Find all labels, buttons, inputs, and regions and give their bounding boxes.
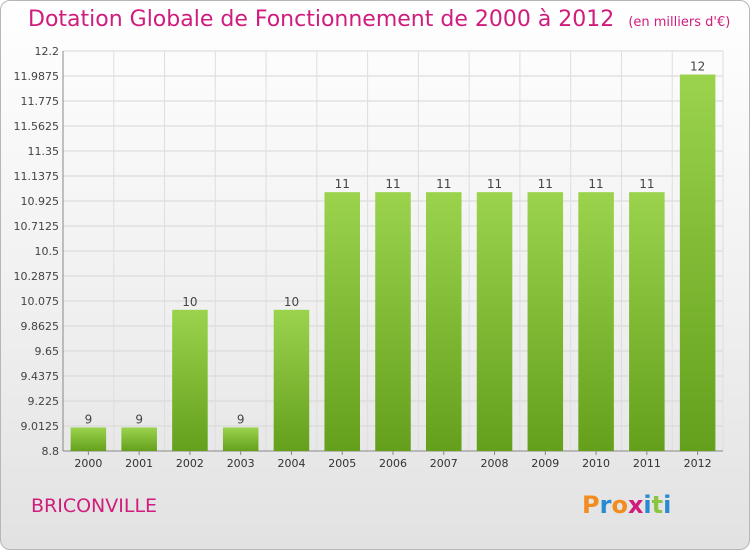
data-label: 11	[385, 177, 400, 191]
data-label: 11	[588, 177, 603, 191]
data-label: 12	[690, 60, 705, 74]
y-tick-label: 10.5	[35, 245, 60, 258]
place-name: BRICONVILLE	[31, 495, 158, 517]
logo-letter: x	[627, 491, 644, 519]
x-tick-label: 2002	[176, 457, 204, 470]
data-label: 11	[487, 177, 502, 191]
bar	[629, 192, 665, 452]
chart-title-text: Dotation Globale de Fonctionnement de 20…	[28, 7, 615, 32]
x-tick-label: 2008	[481, 457, 509, 470]
y-tick-label: 10.2875	[14, 270, 60, 283]
x-tick-label: 2010	[582, 457, 610, 470]
bar	[121, 427, 157, 451]
proxiti-logo: Proxiti	[582, 491, 671, 519]
y-tick-label: 9.65	[35, 345, 60, 358]
data-label: 10	[284, 295, 299, 309]
y-tick-label: 10.925	[21, 195, 60, 208]
y-tick-label: 9.4375	[21, 370, 60, 383]
chart-unit: (en milliers d'€)	[628, 15, 731, 30]
chart-title: Dotation Globale de Fonctionnement de 20…	[28, 7, 730, 32]
x-tick-label: 2000	[74, 457, 102, 470]
bar	[222, 427, 259, 451]
data-label: 11	[639, 177, 654, 191]
x-tick-label: 2009	[531, 457, 559, 470]
y-tick-label: 12.2	[35, 45, 60, 58]
data-label: 11	[335, 177, 350, 191]
y-tick-label: 9.8625	[21, 320, 60, 333]
y-tick-label: 10.075	[21, 295, 60, 308]
y-tick-label: 11.775	[21, 95, 60, 108]
data-label: 11	[436, 177, 451, 191]
x-tick-label: 2012	[684, 457, 712, 470]
bar	[426, 192, 462, 452]
y-tick-label: 9.0125	[21, 420, 60, 433]
bar	[375, 192, 411, 452]
bar	[70, 427, 107, 451]
y-tick-label: 10.7125	[14, 220, 60, 233]
bar	[273, 309, 310, 451]
logo-letter: i	[663, 491, 672, 519]
bar	[172, 309, 208, 451]
x-tick-label: 2007	[430, 457, 458, 470]
x-tick-label: 2011	[633, 457, 661, 470]
y-tick-label: 11.35	[28, 145, 60, 158]
x-tick-label: 2001	[125, 457, 153, 470]
x-tick-label: 2006	[379, 457, 407, 470]
logo-letter: t	[651, 491, 664, 519]
logo-letter: o	[611, 491, 628, 519]
logo-letter: i	[643, 491, 652, 519]
data-label: 9	[135, 412, 143, 426]
data-label: 11	[538, 177, 553, 191]
y-tick-label: 11.9875	[14, 70, 60, 83]
bar	[324, 192, 360, 452]
y-tick-label: 11.5625	[14, 120, 60, 133]
x-tick-label: 2005	[328, 457, 356, 470]
bar	[476, 192, 513, 452]
data-label: 10	[182, 295, 197, 309]
logo-letter: r	[599, 491, 612, 519]
bar	[679, 74, 716, 451]
logo-letter: P	[582, 491, 600, 519]
y-tick-label: 9.225	[28, 395, 60, 408]
bar	[578, 192, 614, 452]
data-label: 9	[237, 412, 245, 426]
y-tick-label: 8.8	[42, 445, 60, 458]
data-label: 9	[85, 412, 93, 426]
bar	[527, 192, 564, 452]
y-tick-label: 11.1375	[14, 170, 60, 183]
x-tick-label: 2004	[277, 457, 305, 470]
x-tick-label: 2003	[227, 457, 255, 470]
